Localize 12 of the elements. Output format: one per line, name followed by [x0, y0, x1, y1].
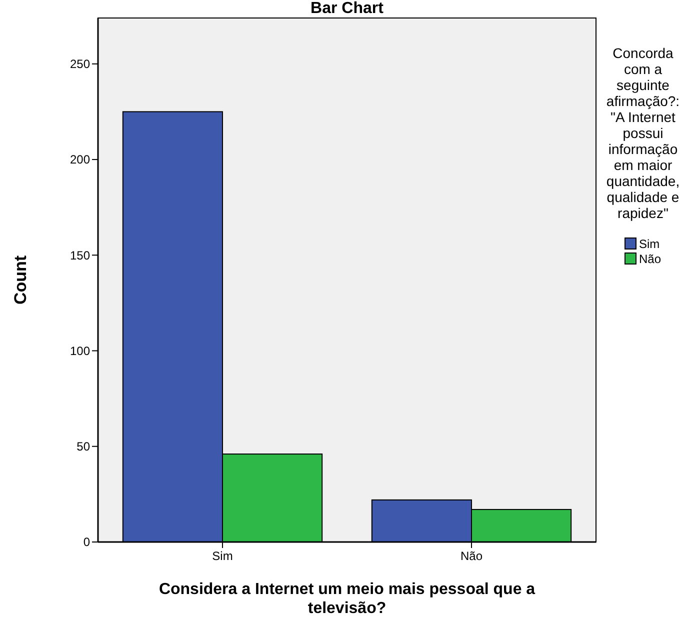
y-tick-label: 0: [83, 535, 90, 550]
x-axis-title: Considera a Internet um meio mais pessoal que a televisão?: [158, 581, 536, 617]
y-axis-title: Count: [11, 255, 30, 305]
chart-title: Bar Chart: [310, 0, 384, 17]
y-tick-label: 150: [70, 248, 90, 262]
text: Concorda com a seguinte afirmação?: "A Internet possui informação em maior quantidade, qualidade e rapidez": [606, 45, 680, 221]
legend-label: Sim: [639, 237, 660, 252]
y-tick-label: 200: [70, 152, 90, 167]
legend-label: Não: [639, 252, 662, 266]
y-tick-label: 100: [70, 344, 90, 358]
y-tick-label: 50: [76, 440, 90, 454]
y-tick-label: 250: [70, 57, 90, 72]
